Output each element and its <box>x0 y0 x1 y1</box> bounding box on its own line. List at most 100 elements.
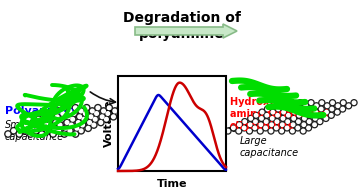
Circle shape <box>313 109 319 115</box>
Circle shape <box>292 103 298 109</box>
Circle shape <box>230 125 236 131</box>
Circle shape <box>81 116 87 122</box>
Circle shape <box>12 129 15 132</box>
Circle shape <box>253 112 259 118</box>
Circle shape <box>5 131 11 137</box>
Circle shape <box>104 117 108 121</box>
Circle shape <box>96 106 100 110</box>
Circle shape <box>24 123 28 127</box>
Circle shape <box>265 106 270 112</box>
Circle shape <box>88 121 91 124</box>
Circle shape <box>347 104 350 108</box>
Circle shape <box>48 110 55 117</box>
Circle shape <box>285 126 289 130</box>
Circle shape <box>264 112 270 118</box>
Circle shape <box>253 119 258 125</box>
Circle shape <box>54 121 58 124</box>
Circle shape <box>70 116 76 122</box>
Circle shape <box>260 110 264 114</box>
Circle shape <box>75 126 79 130</box>
Circle shape <box>60 110 66 117</box>
Circle shape <box>55 115 59 119</box>
Circle shape <box>252 125 258 131</box>
Circle shape <box>260 117 263 120</box>
Circle shape <box>318 120 322 123</box>
Circle shape <box>130 106 134 110</box>
Circle shape <box>262 125 269 131</box>
Circle shape <box>307 126 310 130</box>
Circle shape <box>248 123 252 126</box>
Circle shape <box>303 110 307 114</box>
Text: Voltage: Voltage <box>104 100 114 147</box>
Circle shape <box>259 123 262 126</box>
Circle shape <box>286 114 290 117</box>
Circle shape <box>314 110 317 114</box>
Circle shape <box>119 106 122 110</box>
Circle shape <box>305 125 312 131</box>
Circle shape <box>17 125 24 132</box>
Circle shape <box>124 109 128 113</box>
Circle shape <box>246 128 253 134</box>
Circle shape <box>274 126 278 130</box>
Circle shape <box>23 129 27 132</box>
Circle shape <box>112 115 115 119</box>
Bar <box>118 76 226 171</box>
Circle shape <box>128 105 135 111</box>
Circle shape <box>34 129 38 132</box>
Circle shape <box>61 131 67 137</box>
Circle shape <box>285 112 291 118</box>
Circle shape <box>41 126 45 130</box>
Circle shape <box>44 128 51 134</box>
Circle shape <box>279 128 285 134</box>
Circle shape <box>225 128 231 134</box>
Circle shape <box>74 106 77 110</box>
Circle shape <box>53 126 56 130</box>
Circle shape <box>258 122 264 128</box>
Circle shape <box>116 110 122 117</box>
Circle shape <box>293 104 297 108</box>
Circle shape <box>254 114 258 117</box>
Circle shape <box>71 110 77 117</box>
Circle shape <box>62 106 66 110</box>
Circle shape <box>308 100 314 106</box>
Circle shape <box>106 112 110 115</box>
Circle shape <box>236 122 242 128</box>
Circle shape <box>351 100 357 106</box>
Circle shape <box>6 132 10 136</box>
Circle shape <box>236 128 242 134</box>
Circle shape <box>78 128 84 134</box>
Circle shape <box>91 122 97 128</box>
Circle shape <box>272 104 275 108</box>
Circle shape <box>301 115 308 121</box>
Circle shape <box>296 112 302 118</box>
Circle shape <box>293 110 296 114</box>
Circle shape <box>79 109 83 113</box>
Circle shape <box>325 110 328 114</box>
Circle shape <box>39 131 45 137</box>
Circle shape <box>85 106 88 110</box>
Circle shape <box>94 117 97 121</box>
Circle shape <box>67 115 70 119</box>
Circle shape <box>315 104 318 108</box>
Circle shape <box>99 114 106 120</box>
Circle shape <box>93 110 100 117</box>
Circle shape <box>274 112 281 118</box>
Circle shape <box>303 117 306 120</box>
Circle shape <box>117 112 121 115</box>
Circle shape <box>61 105 67 111</box>
Circle shape <box>312 122 317 128</box>
Circle shape <box>287 107 291 111</box>
Circle shape <box>254 120 257 123</box>
Circle shape <box>243 120 246 123</box>
Circle shape <box>308 114 312 117</box>
Circle shape <box>92 123 96 127</box>
Circle shape <box>89 115 93 119</box>
Circle shape <box>319 100 325 106</box>
Circle shape <box>329 106 335 112</box>
Circle shape <box>67 128 73 134</box>
Circle shape <box>34 122 41 128</box>
Circle shape <box>282 104 286 108</box>
Circle shape <box>79 122 86 128</box>
Circle shape <box>313 117 317 120</box>
Circle shape <box>107 106 111 110</box>
